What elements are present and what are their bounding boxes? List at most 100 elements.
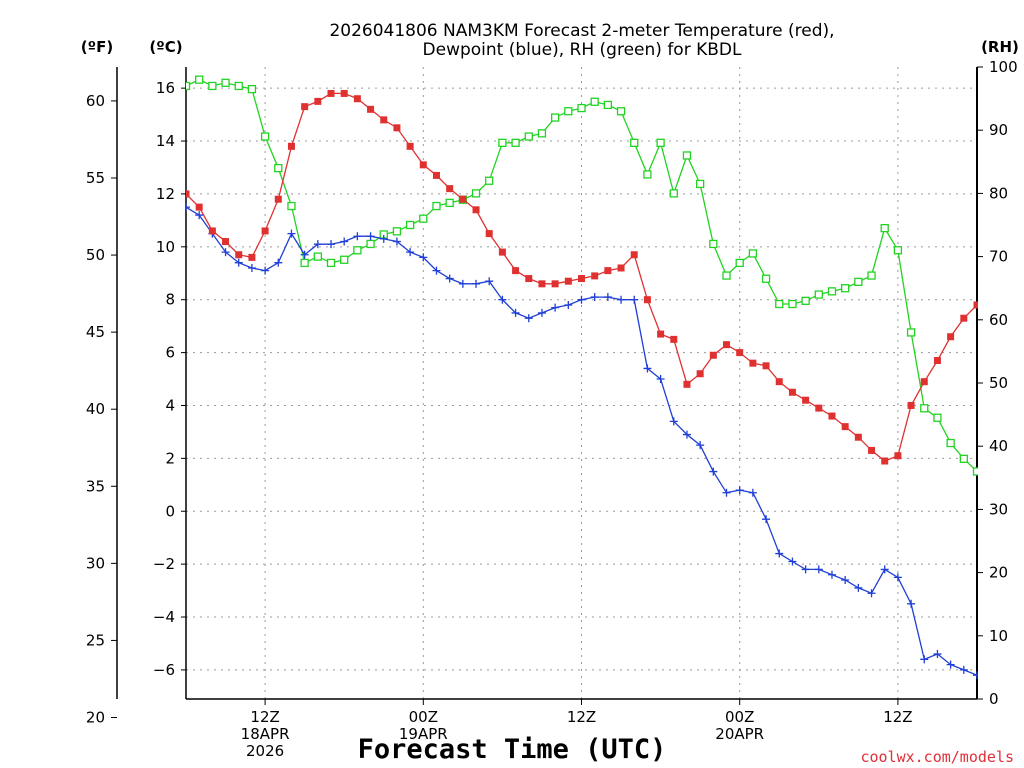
rh-tick-label: 70: [989, 248, 1008, 266]
x-tick-label: 18APR: [241, 725, 290, 743]
relative-humidity-point: [326, 258, 336, 268]
temperature-point: [248, 253, 256, 261]
rh-tick-label: 30: [989, 500, 1008, 518]
relative-humidity-point: [775, 299, 784, 309]
temperature-point: [828, 412, 836, 420]
relative-humidity-point: [208, 81, 217, 91]
relative-humidity-point: [630, 138, 639, 147]
temperature-point: [591, 272, 599, 280]
dewpoint-point: [933, 650, 942, 659]
rh-tick-label: 60: [989, 311, 1008, 329]
celsius-tick-label: 6: [165, 344, 175, 362]
x-tick-label: 2026: [246, 742, 284, 760]
dewpoint-point: [261, 266, 270, 275]
dewpoint-point: [986, 676, 994, 684]
relative-humidity-point: [366, 239, 375, 249]
temperature-point: [868, 446, 876, 454]
dewpoint-point: [366, 232, 375, 241]
celsius-tick-label: 2: [165, 449, 175, 467]
temperature-point: [393, 124, 401, 132]
dewpoint-point: [735, 486, 744, 495]
dewpoint-point: [722, 488, 731, 497]
x-tick-label: 12Z: [883, 708, 912, 726]
temperature-point: [525, 275, 533, 283]
relative-humidity-point: [353, 246, 362, 255]
temperature-point: [419, 161, 427, 169]
dewpoint-point: [537, 308, 546, 317]
temperature-point: [274, 195, 282, 203]
celsius-tick-label: 0: [165, 502, 175, 520]
fahrenheit-tick-label: 20: [86, 708, 105, 726]
temperature-point: [788, 388, 796, 396]
relative-humidity-point: [287, 201, 296, 211]
celsius-tick-label: 16: [156, 79, 175, 97]
relative-humidity-point: [274, 163, 283, 173]
temperature-point: [287, 142, 295, 150]
dewpoint-point: [959, 665, 968, 674]
celsius-tick-label: −2: [153, 555, 175, 573]
dewpoint-point: [590, 293, 599, 302]
relative-humidity-point: [827, 287, 837, 296]
relative-humidity-point: [946, 438, 955, 448]
fahrenheit-tick-label: 60: [86, 92, 105, 110]
rh-tick-label: 40: [989, 437, 1008, 455]
temperature-point: [340, 89, 348, 97]
relative-humidity-point: [550, 113, 560, 122]
relative-humidity-point: [445, 198, 454, 208]
rh-tick-label: 100: [989, 58, 1018, 76]
celsius-axis-unit: (ºC): [149, 38, 182, 56]
dewpoint-point: [353, 232, 362, 241]
temperature-point: [432, 171, 440, 179]
relative-humidity-point: [722, 271, 731, 280]
dewpoint-point: [788, 557, 797, 566]
fahrenheit-tick-label: 55: [86, 169, 105, 187]
relative-humidity-point: [748, 249, 758, 258]
dewpoint-point: [893, 573, 902, 582]
dewpoint-point: [406, 248, 415, 257]
temperature-point: [208, 227, 216, 235]
temperature-point: [617, 264, 625, 272]
dewpoint-series: [186, 203, 994, 684]
dewpoint-point: [445, 274, 454, 283]
temperature-point: [881, 457, 889, 465]
dewpoint-point: [458, 279, 467, 288]
temperature-point: [301, 103, 309, 111]
relative-humidity-point: [696, 179, 705, 189]
dewpoint-point: [186, 203, 190, 212]
temperature-point: [973, 301, 978, 309]
dewpoint-point: [946, 660, 955, 669]
dewpoint-point: [696, 441, 705, 450]
dewpoint-point: [603, 293, 612, 302]
relative-humidity-point: [854, 277, 863, 287]
dewpoint-point: [274, 258, 283, 267]
dewpoint-point: [814, 565, 823, 574]
dewpoint-point: [709, 467, 718, 476]
relative-humidity-point: [186, 81, 191, 91]
dewpoint-point: [195, 211, 204, 220]
relative-humidity-point: [234, 81, 243, 91]
temperature-point: [353, 95, 361, 103]
temperature-point: [485, 230, 493, 238]
temperature-point: [736, 349, 744, 357]
dewpoint-point: [313, 240, 322, 249]
rh-tick-label: 20: [989, 564, 1008, 582]
relative-humidity-point: [392, 227, 402, 236]
temperature-point: [235, 251, 243, 259]
relative-humidity-point: [432, 201, 441, 211]
relative-humidity-point: [656, 138, 665, 147]
dewpoint-point: [564, 300, 573, 309]
x-tick-label: 20APR: [715, 725, 764, 743]
dewpoint-point: [511, 308, 520, 317]
relative-humidity-point: [643, 170, 652, 179]
dewpoint-point: [630, 295, 639, 304]
fahrenheit-tick-label: 30: [86, 554, 105, 572]
temperature-point: [643, 296, 651, 304]
x-tick-label: 12Z: [250, 708, 279, 726]
x-tick-label: 12Z: [567, 708, 596, 726]
fahrenheit-tick-label: 25: [86, 631, 105, 649]
temperature-point: [578, 275, 585, 283]
dewpoint-point: [748, 488, 757, 497]
celsius-tick-label: 14: [156, 132, 175, 150]
relative-humidity-point: [247, 84, 257, 94]
